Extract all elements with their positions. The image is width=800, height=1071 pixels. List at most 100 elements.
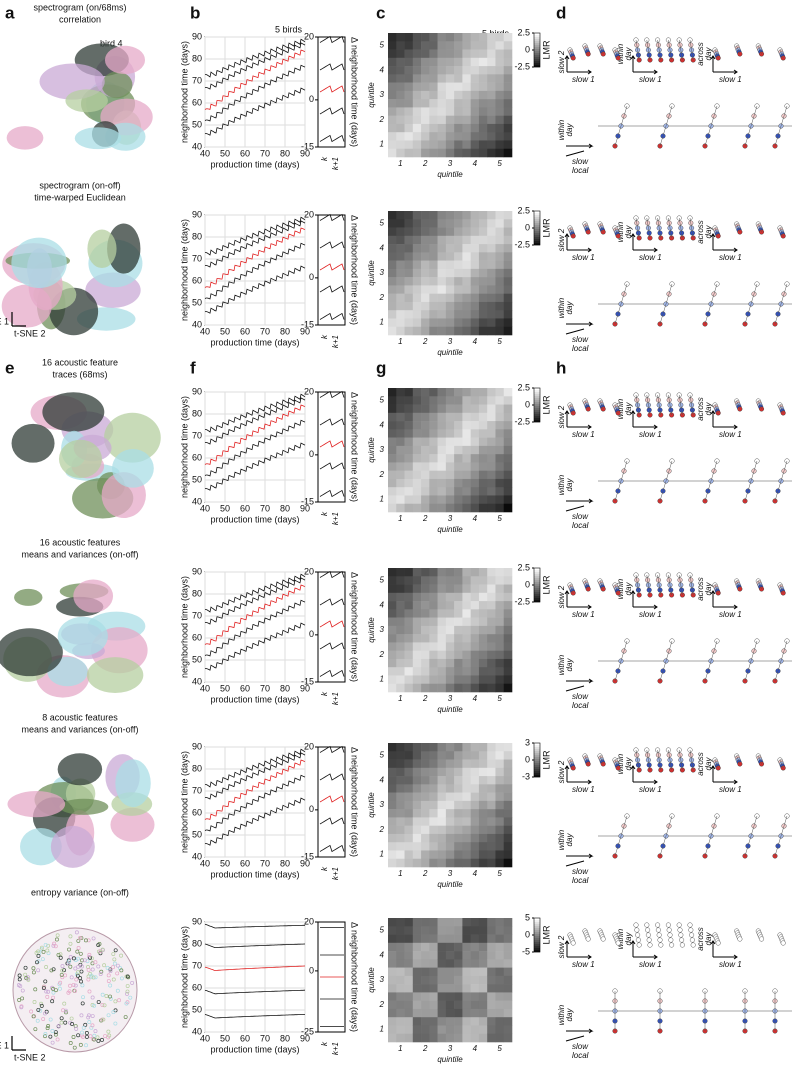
delta-curve <box>319 241 345 249</box>
heatmap-cell <box>470 1025 480 1035</box>
heatmap-cell <box>429 601 438 610</box>
colorbar-label: LMR <box>541 40 551 60</box>
heatmap-cell <box>429 445 438 455</box>
embedding-point <box>99 1018 104 1023</box>
colorbar-step <box>534 940 540 943</box>
heatmap-cell <box>470 478 480 488</box>
axis-label: day <box>624 47 633 61</box>
embedding-cluster <box>7 791 66 818</box>
heatmap-cell <box>437 784 447 793</box>
heatmap-cell <box>388 132 397 141</box>
heatmap-cell <box>396 462 405 471</box>
axis-label: within <box>557 654 566 675</box>
heatmap-cell <box>421 123 430 133</box>
colorbar-step <box>534 934 540 937</box>
heatmap-cell <box>437 658 447 668</box>
heatmap-cell <box>478 650 488 660</box>
heatmap-cell <box>478 412 488 422</box>
heatmap-cell <box>503 800 513 810</box>
heatmap-cell <box>429 992 438 1001</box>
heatmap-cell <box>429 675 438 685</box>
embedding-point <box>117 998 121 1003</box>
colorbar-step <box>534 932 540 935</box>
heatmap-cell <box>429 285 438 294</box>
heatmap-cell <box>503 211 513 220</box>
heatmap-cell <box>503 252 513 261</box>
y-tick-label: 3 <box>380 625 385 634</box>
heatmap-cell <box>421 495 430 505</box>
x-tick-label: 70 <box>260 683 270 693</box>
embedding-point <box>100 1003 105 1007</box>
heatmap-cell <box>421 227 430 237</box>
heatmap-cell <box>470 751 480 760</box>
embedding-cluster <box>74 127 122 150</box>
heatmap-cell <box>437 1017 447 1026</box>
embedding-point <box>91 936 96 941</box>
heatmap-cell <box>421 592 430 602</box>
trajectory-link <box>736 580 741 590</box>
heatmap-cell <box>388 817 397 826</box>
heatmap-cell <box>495 396 505 405</box>
y-tick-label: 1 <box>380 675 384 684</box>
axis-arrow <box>564 55 592 75</box>
embedding-point <box>86 967 91 972</box>
x-axis-label: k <box>320 866 329 871</box>
heatmap-cell <box>437 437 447 447</box>
heatmap-cell <box>503 792 513 802</box>
heatmap-cell <box>454 975 463 985</box>
heatmap-cell <box>429 49 438 59</box>
heatmap-cell <box>462 99 471 108</box>
trajectory-link <box>744 815 758 857</box>
heatmap-cell <box>404 767 414 777</box>
heatmap-cell <box>470 568 480 577</box>
heatmap-cell <box>429 82 438 92</box>
heatmap-cell <box>421 503 430 513</box>
heatmap-cell <box>462 992 471 1001</box>
plot-frame <box>204 571 306 683</box>
heatmap-cell <box>437 1000 447 1010</box>
axis-label: within <box>616 398 625 419</box>
colorbar-step <box>534 596 540 599</box>
heatmap-cell <box>388 800 397 810</box>
delta-curve <box>319 213 345 222</box>
y-tick-label: 1 <box>380 495 384 504</box>
heatmap-cell <box>412 850 422 860</box>
embedding-point <box>58 980 63 985</box>
heatmap-cell <box>388 99 397 108</box>
heatmap-cell <box>412 33 422 42</box>
heatmap-cell <box>454 41 463 50</box>
heatmap-cell <box>462 421 471 430</box>
heatmap-cell <box>487 437 496 447</box>
x-tick-label: 50 <box>220 503 230 513</box>
heatmap-cell <box>437 833 447 843</box>
trajectory-link <box>779 759 784 769</box>
trajectory-curve <box>204 577 306 625</box>
delta-curve <box>319 390 345 399</box>
heatmap-cell <box>445 634 455 643</box>
embedding-point <box>31 1014 36 1019</box>
heatmap-cell <box>445 462 455 471</box>
heatmap-cell <box>495 74 505 83</box>
heatmap-cell <box>412 235 422 245</box>
heatmap-cell <box>478 470 488 480</box>
heatmap-cell <box>404 326 414 336</box>
x-tick-label: 1 <box>398 869 402 878</box>
trajectory-link <box>614 640 628 682</box>
x-tick-label: 2 <box>422 869 428 878</box>
heatmap-cell <box>478 942 488 952</box>
heatmap-cell <box>462 1008 471 1018</box>
heatmap-cell <box>487 462 496 471</box>
axis-label: slow 1 <box>639 75 662 84</box>
trajectory-curve <box>204 1014 305 1019</box>
heatmap-cell <box>429 942 438 952</box>
delta-curve <box>319 418 345 426</box>
trajectory-link <box>758 580 762 590</box>
heatmap-cell <box>487 792 496 802</box>
heatmap-cell <box>445 57 455 67</box>
heatmap-cell <box>487 252 496 261</box>
heatmap-cell <box>437 454 447 463</box>
heatmap-cell <box>396 759 405 769</box>
heatmap-cell <box>454 74 463 83</box>
heatmap-cell <box>445 809 455 818</box>
heatmap-cell <box>388 858 397 868</box>
